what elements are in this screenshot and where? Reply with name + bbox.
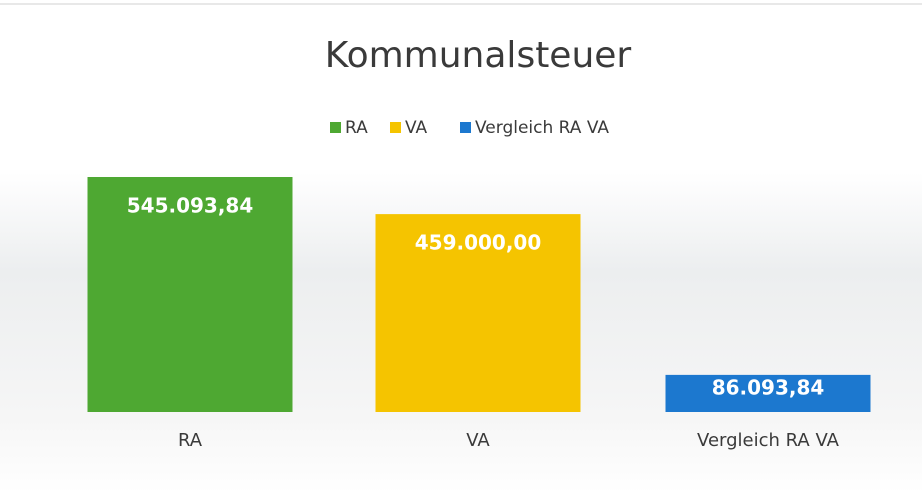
chart-title: Kommunalsteuer [325, 35, 632, 76]
bar [665, 374, 871, 412]
legend-swatch [390, 122, 401, 133]
legend-label: Vergleich RA VA [475, 118, 609, 138]
bar [87, 177, 293, 412]
x-tick-label: Vergleich RA VA [697, 430, 840, 451]
legend-label: RA [345, 118, 368, 138]
value-label: 459.000,00 [415, 231, 542, 255]
legend-label: VA [405, 118, 428, 138]
legend-swatch [330, 122, 341, 133]
value-label: 86.093,84 [712, 375, 825, 399]
value-label: 545.093,84 [127, 194, 254, 218]
x-tick-label: RA [178, 430, 203, 451]
bar [375, 214, 581, 412]
x-tick-label: VA [466, 430, 490, 451]
legend-swatch [460, 122, 471, 133]
